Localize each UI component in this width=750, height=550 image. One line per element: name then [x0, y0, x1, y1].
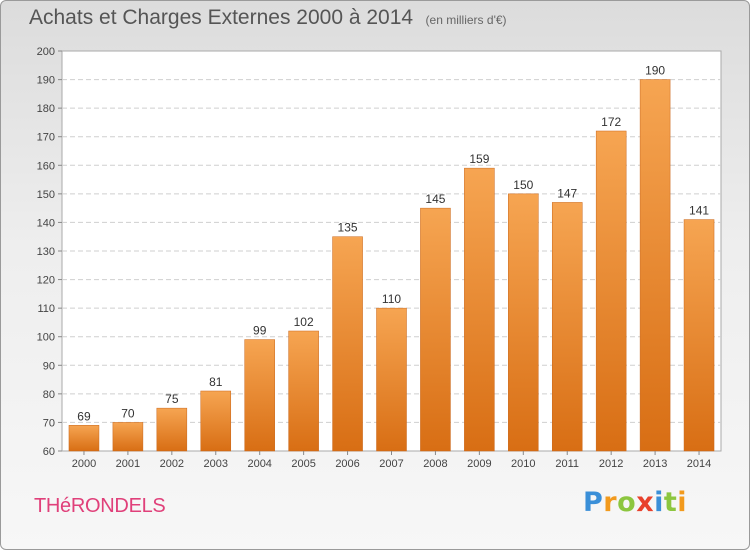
- proxiti-logo: Proxiti: [583, 487, 687, 518]
- x-tick-label: 2010: [511, 458, 535, 470]
- x-tick-label: 2014: [687, 458, 711, 470]
- bar-value-label: 159: [469, 152, 489, 166]
- chart-title: Achats et Charges Externes 2000 à 2014: [29, 6, 414, 29]
- bar-value-label: 150: [513, 178, 533, 192]
- x-tick-label: 2001: [116, 458, 140, 470]
- y-tick-label: 70: [43, 417, 55, 429]
- logo-letter: r: [603, 487, 618, 518]
- bar-2014: [683, 219, 715, 452]
- bar-value-label: 70: [121, 406, 135, 420]
- bar-value-label: 102: [294, 315, 314, 329]
- y-tick-label: 170: [37, 132, 55, 144]
- bar-value-label: 135: [338, 221, 358, 235]
- x-tick-label: 2004: [247, 458, 271, 470]
- bar-value-label: 75: [165, 392, 179, 406]
- bar-2003: [200, 390, 232, 452]
- commune-name: THéRONDELS: [34, 495, 166, 517]
- y-tick-label: 120: [37, 275, 55, 287]
- y-axis-ticks: 60 70 80 90 100 110 120 130 140 150 160 170 180 190 20…: [37, 46, 62, 458]
- y-tick-label: 110: [37, 303, 55, 315]
- bar-value-label: 81: [209, 375, 223, 389]
- bar-2005: [288, 330, 319, 452]
- bar-value-label: 69: [77, 409, 91, 423]
- bar-value-label: 145: [425, 192, 445, 206]
- x-tick-label: 2012: [599, 458, 623, 470]
- bar-2004: [244, 339, 275, 452]
- x-tick-label: 2006: [335, 458, 359, 470]
- x-tick-label: 2000: [72, 458, 96, 470]
- bar-2000: [68, 425, 100, 452]
- chart-subtitle: (en milliers d'€): [425, 13, 507, 27]
- x-tick-label: 2008: [423, 458, 447, 470]
- bar-2001: [112, 422, 144, 452]
- x-tick-label: 2002: [160, 458, 184, 470]
- bar-value-label: 99: [253, 324, 267, 338]
- bar-value-label: 172: [601, 115, 621, 129]
- y-tick-label: 130: [37, 246, 55, 258]
- x-tick-label: 2005: [291, 458, 315, 470]
- bar-2009: [464, 167, 495, 452]
- y-tick-label: 100: [37, 332, 55, 344]
- y-tick-label: 160: [37, 160, 55, 172]
- bar-2012: [595, 130, 627, 452]
- y-tick-label: 150: [37, 189, 55, 201]
- x-tick-label: 2011: [555, 458, 579, 470]
- x-tick-label: 2003: [204, 458, 228, 470]
- bars: [68, 79, 715, 452]
- bar-2013: [639, 79, 671, 452]
- y-tick-label: 80: [43, 389, 55, 401]
- x-tick-label: 2009: [467, 458, 491, 470]
- y-tick-label: 200: [37, 46, 55, 58]
- logo-letter: t: [663, 487, 678, 518]
- bar-2008: [420, 207, 451, 452]
- logo-letter: P: [583, 487, 604, 518]
- bar-value-labels: 69 70 75 81 99 102 135 110 145 159 150 147 172 190 141: [77, 64, 709, 424]
- bar-2011: [551, 202, 583, 452]
- logo-letter: o: [617, 487, 637, 518]
- bar-2006: [332, 236, 363, 452]
- logo-letter: x: [636, 487, 655, 518]
- bar-2007: [376, 307, 407, 452]
- y-tick-label: 140: [37, 217, 55, 229]
- title-line: Achats et Charges Externes 2000 à 2014 (…: [29, 6, 507, 30]
- y-tick-label: 90: [43, 360, 55, 372]
- logo-letter: i: [654, 487, 664, 518]
- bar-2010: [508, 193, 539, 452]
- bar-value-label: 190: [645, 64, 665, 78]
- bar-value-label: 141: [689, 204, 709, 218]
- bar-value-label: 147: [557, 186, 577, 200]
- y-tick-label: 180: [37, 103, 55, 115]
- y-tick-label: 190: [37, 75, 55, 87]
- bar-2002: [156, 407, 188, 452]
- x-tick-label: 2013: [643, 458, 667, 470]
- y-tick-label: 60: [43, 446, 55, 458]
- x-axis-ticks: 2000 2001 2002 2003 2004 2005 2006 2007 2008 2009…: [72, 451, 711, 470]
- x-tick-label: 2007: [379, 458, 403, 470]
- logo-letter: i: [677, 487, 688, 518]
- bar-value-label: 110: [382, 292, 401, 306]
